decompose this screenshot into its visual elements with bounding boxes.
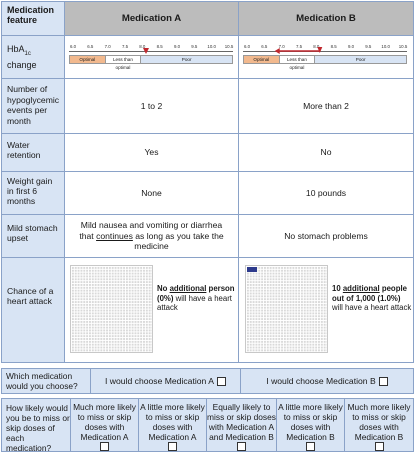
scale-tick-label: 7.5 (295, 44, 303, 49)
scale-tick-label: 6.5 (87, 44, 94, 49)
choice-b-checkbox[interactable] (378, 376, 388, 386)
scale-tick-label: 8.5 (330, 44, 337, 49)
scale-tick-label: 7.0 (104, 44, 111, 49)
hypoglycemic-b-cell: More than 2 (239, 79, 413, 133)
hba1c-a-cell: 6.0 6.5 7.0 7.5 8.0 8.5 9.0 9.5 10.0 10.5 Optimal… (65, 36, 238, 78)
feature-header: Medication feature (2, 2, 64, 35)
stomach-upset-a-text: Mild nausea and vomiting or diarrhea tha… (79, 220, 224, 252)
stomach-upset-label: Mild stomach upset (2, 215, 64, 257)
scale-tick-label: 10.0 (381, 44, 390, 49)
likelihood-question: How likely would you be to miss or skip … (6, 403, 70, 453)
likelihood-option-2[interactable]: A little more likely to miss or skip dos… (138, 399, 206, 451)
scale-tick-label: 9.0 (347, 44, 355, 49)
medication-b-header: Medication B (239, 2, 413, 35)
hba1c-b-cell: 6.0 6.5 7.0 7.5 8.0 8.5 9.0 9.5 10.0 10.5 Optimal… (239, 36, 413, 78)
weight-gain-label: Weight gain in first 6 months (2, 172, 64, 214)
scale-track-a (69, 51, 233, 54)
hba1c-scale-a: 6.0 6.5 7.0 7.5 8.0 8.5 9.0 9.5 10.0 10.5 Optimal… (69, 42, 233, 72)
stomach-upset-b-cell: No stomach problems (239, 215, 413, 257)
icon-array-a (70, 265, 153, 353)
heart-attack-label: Chance of a heart attack (2, 258, 64, 362)
scale-tick-label: 6.0 (69, 44, 77, 49)
feature-header-label: Medication feature (7, 5, 55, 25)
likelihood-option-4[interactable]: A little more likely to miss or skip dos… (276, 399, 344, 451)
water-retention-label: Water retention (2, 134, 64, 171)
hba1c-scale-b: 6.0 6.5 7.0 7.5 8.0 8.5 9.0 9.5 10.0 10.5 Optimal… (243, 42, 407, 72)
heart-attack-b-text: 10 additional people out of 1,000 (1.0%)… (332, 284, 412, 312)
scale-ticks-b: 6.0 6.5 7.0 7.5 8.0 8.5 9.0 9.5 10.0 10.5 (243, 42, 407, 50)
hypoglycemic-label: Number of hypoglycemic events per month (2, 79, 64, 133)
heart-attack-b-cell: 10 additional people out of 1,000 (1.0%)… (239, 258, 413, 362)
scale-tick-label: 7.5 (121, 44, 129, 49)
scale-track-b (243, 51, 407, 54)
choice-b-option[interactable]: I would choose Medication B (240, 369, 413, 393)
hypoglycemic-a-cell: 1 to 2 (65, 79, 238, 133)
scale-tick-label: 10.5 (398, 44, 408, 49)
zone-poor: Poor (141, 56, 232, 63)
hba1c-label: HbA1c change (2, 36, 64, 78)
icon-array-b-highlight (247, 267, 257, 272)
scale-tick-label: 10.0 (207, 44, 216, 49)
zone-less-than-optimal: Less than optimal (105, 56, 142, 70)
likelihood-option-5[interactable]: Much more likely to miss or skip doses w… (344, 399, 413, 451)
scale-tick-label: 6.5 (261, 44, 268, 49)
likelihood-checkbox-5[interactable] (374, 442, 384, 451)
scale-tick-label: 9.5 (365, 44, 372, 49)
scale-tick-label: 6.0 (243, 44, 251, 49)
choice-a-option[interactable]: I would choose Medication A (90, 369, 240, 393)
zone-optimal: Optimal (70, 56, 106, 63)
icon-array-b (245, 265, 328, 353)
medication-a-header: Medication A (65, 2, 238, 35)
hba1c-marker-a (143, 48, 150, 54)
hba1c-arrow-start (317, 47, 323, 53)
water-retention-a-cell: Yes (65, 134, 238, 171)
heart-attack-a-cell: No additional person (0%) will have a he… (65, 258, 238, 362)
likelihood-box: How likely would you be to miss or skip … (1, 398, 414, 453)
choice-box: Which medication would you choose? I wou… (1, 368, 414, 394)
scale-tick-label: 8.5 (156, 44, 163, 49)
scale-zones-a: Optimal Less than optimal Poor (69, 55, 233, 70)
weight-gain-a-cell: None (65, 172, 238, 214)
stomach-upset-a-cell: Mild nausea and vomiting or diarrhea tha… (65, 215, 238, 257)
likelihood-checkbox-4[interactable] (306, 442, 315, 451)
hba1c-arrow-b (274, 47, 323, 54)
zone-poor: Poor (315, 56, 406, 63)
scale-tick-label: 8.0 (313, 44, 320, 49)
water-retention-b-cell: No (239, 134, 413, 171)
likelihood-checkbox-2[interactable] (168, 442, 177, 451)
choice-question: Which medication would you choose? (6, 371, 78, 391)
choice-a-checkbox[interactable] (216, 376, 226, 386)
scale-zones-b: Optimal Less than optimal Poor (243, 55, 407, 70)
scale-tick-label: 9.0 (173, 44, 181, 49)
scale-ticks-a: 6.0 6.5 7.0 7.5 8.0 8.5 9.0 9.5 10.0 10.5 (69, 42, 233, 50)
zone-less-than-optimal: Less than optimal (279, 56, 316, 70)
scale-tick-label: 8.0 (139, 44, 146, 49)
scale-tick-label: 10.5 (224, 44, 234, 49)
scale-tick-label: 9.5 (191, 44, 198, 49)
hba1c-arrow-head (274, 48, 280, 54)
scale-tick-label: 7.0 (278, 44, 285, 49)
likelihood-option-1[interactable]: Much more likely to miss or skip doses w… (70, 399, 138, 451)
zone-optimal: Optimal (244, 56, 280, 63)
weight-gain-b-cell: 10 pounds (239, 172, 413, 214)
likelihood-checkbox-1[interactable] (100, 442, 109, 451)
likelihood-checkbox-3[interactable] (237, 442, 246, 451)
likelihood-option-3[interactable]: Equally likely to miss or skip doses wit… (206, 399, 276, 451)
heart-attack-a-text: No additional person (0%) will have a he… (157, 284, 235, 312)
